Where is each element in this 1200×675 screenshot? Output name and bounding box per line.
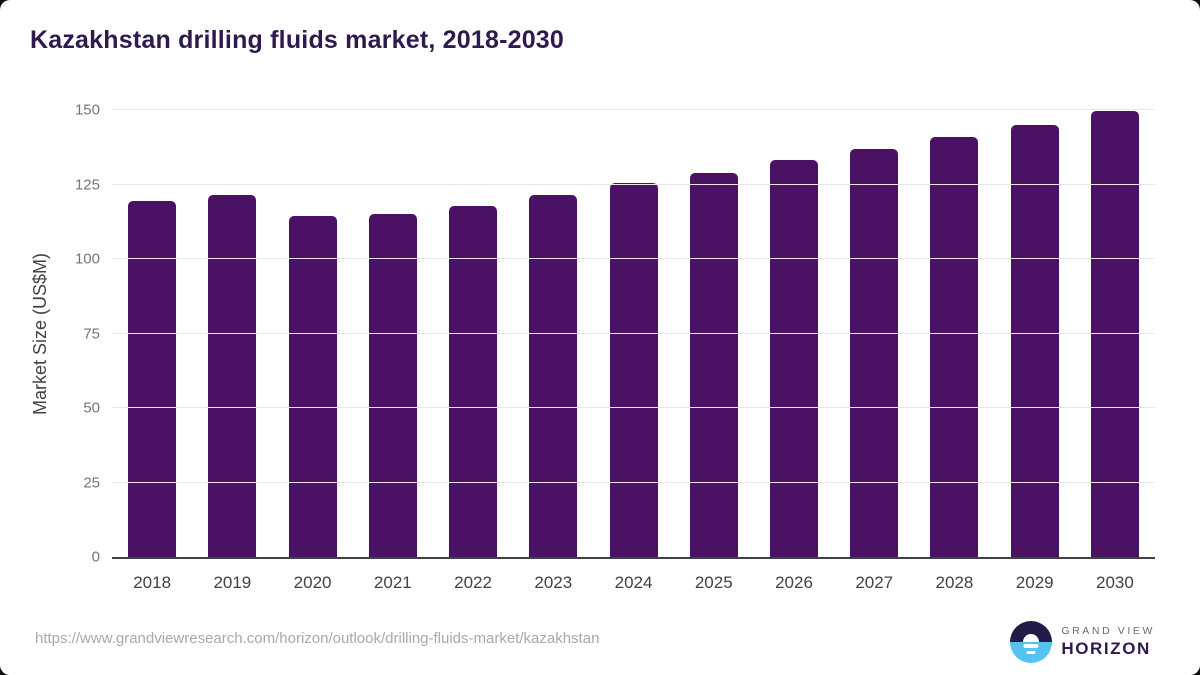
y-tick-label: 125 — [74, 176, 100, 193]
bar-column — [593, 110, 673, 557]
bar-column — [192, 110, 272, 557]
bar-column — [112, 110, 192, 557]
x-tick-label: 2025 — [694, 573, 733, 592]
logo-text: GRAND VIEW HORIZON — [1061, 625, 1155, 659]
bar-2019[interactable] — [208, 195, 257, 557]
bar-2030[interactable] — [1090, 110, 1139, 557]
y-tick-label: 150 — [74, 101, 100, 119]
y-tick-label: 0 — [91, 548, 100, 566]
bar-column — [674, 110, 754, 557]
bar-column — [834, 110, 914, 557]
gridline — [112, 332, 1155, 334]
y-tick-label: 100 — [74, 250, 100, 268]
bar-2018[interactable] — [128, 201, 177, 557]
x-tick-label: 2018 — [133, 573, 172, 592]
bar-column — [995, 110, 1075, 557]
grand-view-horizon-logo: GRAND VIEW HORIZON — [1010, 621, 1155, 663]
bar-2029[interactable] — [1010, 124, 1059, 557]
bar-column — [914, 110, 994, 557]
x-tick-label: 2024 — [614, 573, 653, 592]
x-tick-label: 2026 — [775, 573, 813, 592]
plot-area: 0 25 50 75 100 125 150 — [75, 102, 1155, 566]
gridline — [112, 183, 1155, 185]
bar-2020[interactable] — [288, 216, 337, 557]
x-tick-label: 2019 — [213, 573, 252, 592]
y-axis-title-text: Market Size (US$M) — [30, 253, 50, 416]
x-tick-label: 2023 — [534, 573, 573, 592]
bar-2027[interactable] — [850, 149, 899, 557]
bar-column — [272, 110, 352, 557]
sun-glyph — [1023, 634, 1040, 642]
logo-product-name: HORIZON — [1061, 638, 1151, 658]
y-tick-label: 75 — [83, 325, 100, 342]
gridline — [112, 481, 1155, 483]
x-tick-label: 2027 — [855, 573, 894, 592]
bar-2023[interactable] — [529, 195, 578, 557]
bar-column — [513, 110, 593, 557]
x-tick-label: 2030 — [1096, 573, 1134, 592]
ripple-glyph — [1026, 650, 1036, 654]
gridline — [112, 258, 1155, 260]
bar-2021[interactable] — [368, 214, 417, 557]
bar-2026[interactable] — [769, 160, 818, 557]
x-tick-label: 2020 — [293, 573, 332, 592]
ripple-glyph — [1023, 644, 1039, 648]
logo-brand-name: GRAND VIEW — [1061, 624, 1155, 637]
bars-row — [112, 110, 1155, 557]
chart-title: Kazakhstan drilling fluids market, 2018-… — [30, 26, 565, 54]
gridline — [112, 407, 1155, 409]
x-tick-label: 2029 — [1015, 573, 1054, 592]
y-tick-label: 25 — [83, 474, 100, 492]
gridline — [112, 109, 1155, 110]
bar-column — [353, 110, 433, 557]
bar-2025[interactable] — [689, 173, 738, 557]
horizon-sun-icon — [1010, 621, 1053, 663]
y-tick-label: 50 — [83, 399, 100, 417]
bar-2022[interactable] — [449, 206, 498, 557]
bar-column — [754, 110, 834, 557]
bar-column — [1075, 110, 1155, 557]
x-tick-label: 2021 — [373, 573, 412, 592]
bar-2028[interactable] — [930, 136, 979, 557]
x-tick-label: 2028 — [935, 573, 974, 592]
source-url: https://www.grandviewresearch.com/horizo… — [35, 630, 600, 647]
bar-column — [433, 110, 513, 557]
bar-2024[interactable] — [609, 183, 658, 557]
y-axis-title: Market Size (US$M) — [30, 110, 51, 559]
x-axis: 2018 2019 2020 2021 2022 2023 2024 2025 2026 2027… — [112, 561, 1155, 593]
x-tick-label: 2022 — [454, 573, 492, 592]
